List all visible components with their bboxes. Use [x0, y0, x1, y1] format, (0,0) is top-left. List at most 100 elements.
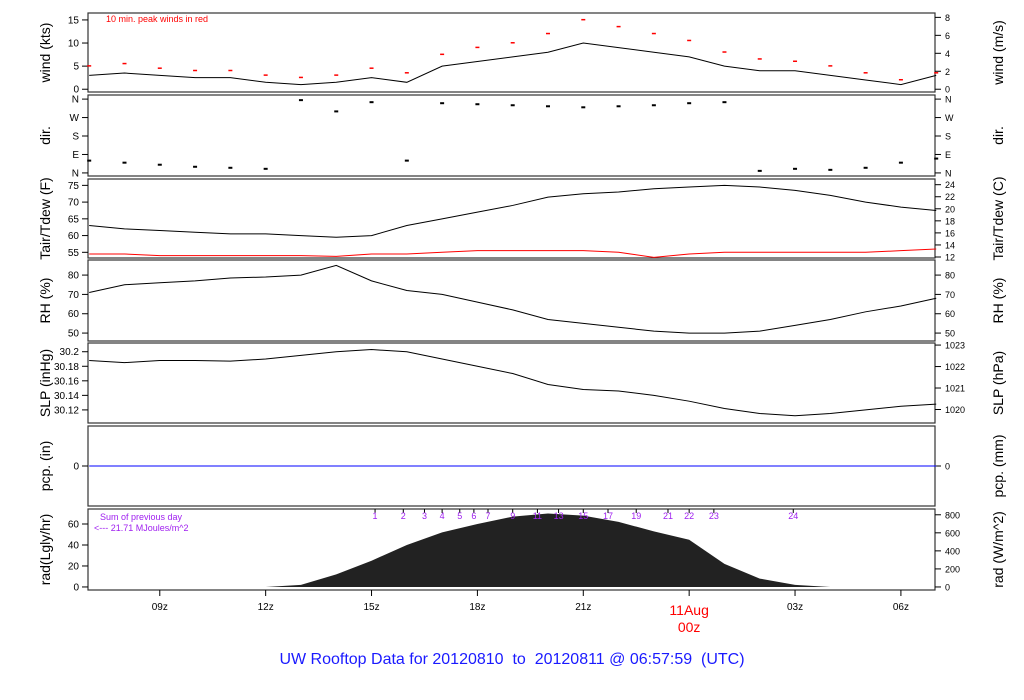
dir-point: [722, 101, 727, 104]
x-tick-label: 18z: [469, 602, 485, 613]
x-date-label: 11Aug: [669, 602, 708, 618]
peak-wind-note: 10 min. peak winds in red: [106, 14, 208, 24]
peak-wind-point: [934, 72, 939, 74]
series-line-wind-0: [89, 42, 937, 86]
dir-point: [298, 99, 303, 102]
y-right-tick-label-temp: 22: [945, 192, 955, 202]
y-axis-label-right-rh: RH (%): [990, 278, 1006, 324]
y-tick-label-dir: S: [72, 132, 79, 143]
y-right-tick-label-dir: S: [945, 132, 951, 142]
y-right-tick-label-dir: E: [945, 150, 951, 160]
peak-wind-point: [687, 39, 692, 42]
hour-marker-label: 6: [471, 511, 476, 521]
panel-frame-slp: [87, 342, 936, 424]
peak-wind-point: [404, 72, 409, 74]
chart-title: UW Rooftop Data for 20120810 to 20120811…: [279, 651, 745, 668]
hour-marker-label: 19: [631, 511, 641, 521]
peak-wind-point: [263, 74, 268, 76]
dir-point: [545, 105, 550, 108]
y-axis-label-temp: Tair/Tdew (F): [37, 177, 53, 259]
hour-marker-label: 2: [401, 511, 406, 521]
peak-wind-point: [651, 32, 656, 35]
hour-marker-label: 5: [457, 511, 462, 521]
y-right-tick-label-rh: 70: [945, 290, 955, 300]
y-tick-label-rad: 20: [68, 561, 80, 572]
peak-wind-point: [722, 51, 727, 53]
dir-point: [369, 101, 374, 104]
y-axis-label-rad: rad(Lgly/hr): [37, 514, 53, 586]
dir-point: [863, 166, 868, 169]
dir-point: [263, 167, 268, 170]
radiation-area: [89, 513, 937, 587]
dir-point: [757, 169, 762, 172]
y-right-tick-label-wind: 2: [945, 67, 950, 77]
panel-frame-wind: [87, 12, 936, 93]
dir-point: [828, 168, 833, 171]
y-axis-label-slp: SLP (inHg): [37, 349, 53, 417]
peak-wind-point: [298, 76, 303, 79]
dir-point: [898, 161, 903, 164]
y-tick-label-temp: 60: [68, 231, 80, 242]
y-right-tick-label-rad: 400: [945, 546, 960, 556]
hour-marker-label: 7: [485, 511, 490, 521]
dir-point: [122, 161, 127, 164]
y-tick-label-rh: 50: [68, 329, 80, 340]
peak-wind-point: [122, 62, 127, 65]
y-right-tick-label-wind: 0: [945, 85, 950, 95]
y-right-tick-label-wind: 8: [945, 13, 950, 23]
y-right-tick-label-temp: 12: [945, 252, 955, 262]
y-right-tick-label-temp: 16: [945, 228, 955, 238]
series-line-rh-0: [89, 264, 937, 334]
y-right-tick-label-rh: 60: [945, 309, 955, 319]
dir-point: [510, 104, 515, 107]
y-right-tick-label-rad: 600: [945, 528, 960, 538]
hour-marker-label: 3: [422, 511, 427, 521]
dir-point: [87, 159, 92, 162]
x-tick-label: 12z: [258, 602, 274, 613]
y-tick-label-rad: 0: [73, 582, 79, 593]
peak-wind-point: [510, 42, 515, 44]
y-tick-label-rh: 70: [68, 290, 80, 301]
y-axis-label-wind: wind (kts): [37, 23, 53, 84]
peak-wind-point: [334, 74, 339, 76]
dir-point: [934, 157, 939, 160]
hour-marker-label: 23: [709, 511, 719, 521]
peak-wind-point: [228, 69, 233, 72]
y-tick-label-temp: 75: [68, 181, 80, 192]
x-tick-label: 09z: [152, 602, 168, 613]
hour-marker-label: 11: [533, 511, 542, 521]
dir-point: [193, 165, 198, 168]
hour-marker-label: 22: [684, 511, 694, 521]
radiation-sum-note: Sum of previous day: [100, 512, 183, 522]
hour-marker-label: 9: [510, 511, 515, 521]
y-tick-label-slp: 30.12: [54, 405, 79, 416]
y-tick-label-slp: 30.14: [54, 391, 79, 402]
x-tick-label: 06z: [893, 602, 909, 613]
y-right-tick-label-rad: 800: [945, 510, 960, 520]
y-tick-label-slp: 30.16: [54, 376, 79, 387]
dir-point: [334, 110, 339, 113]
y-axis-label-right-temp: Tair/Tdew (C): [990, 176, 1006, 260]
x-tick-label: 03z: [787, 602, 803, 613]
peak-wind-point: [193, 69, 198, 72]
y-right-tick-label-rh: 50: [945, 329, 955, 339]
peak-wind-point: [863, 72, 868, 74]
y-tick-label-rad: 60: [68, 520, 80, 531]
peak-wind-point: [581, 18, 586, 21]
panel-frame-temp: [87, 178, 936, 259]
dir-point: [616, 105, 621, 108]
y-right-tick-label-temp: 18: [945, 216, 955, 226]
y-axis-label-rh: RH (%): [37, 278, 53, 324]
dir-point: [793, 167, 798, 170]
y-right-tick-label-rad: 200: [945, 564, 960, 574]
y-tick-label-rh: 60: [68, 309, 80, 320]
y-tick-label-dir: N: [72, 95, 79, 106]
dir-point: [228, 166, 233, 169]
series-line-temp-1: [89, 248, 937, 258]
y-right-tick-label-slp: 1022: [945, 362, 965, 372]
y-right-tick-label-wind: 4: [945, 49, 950, 59]
y-tick-label-temp: 70: [68, 198, 80, 209]
y-axis-label-pcp: pcp. (in): [37, 441, 53, 492]
dir-point: [440, 102, 445, 105]
